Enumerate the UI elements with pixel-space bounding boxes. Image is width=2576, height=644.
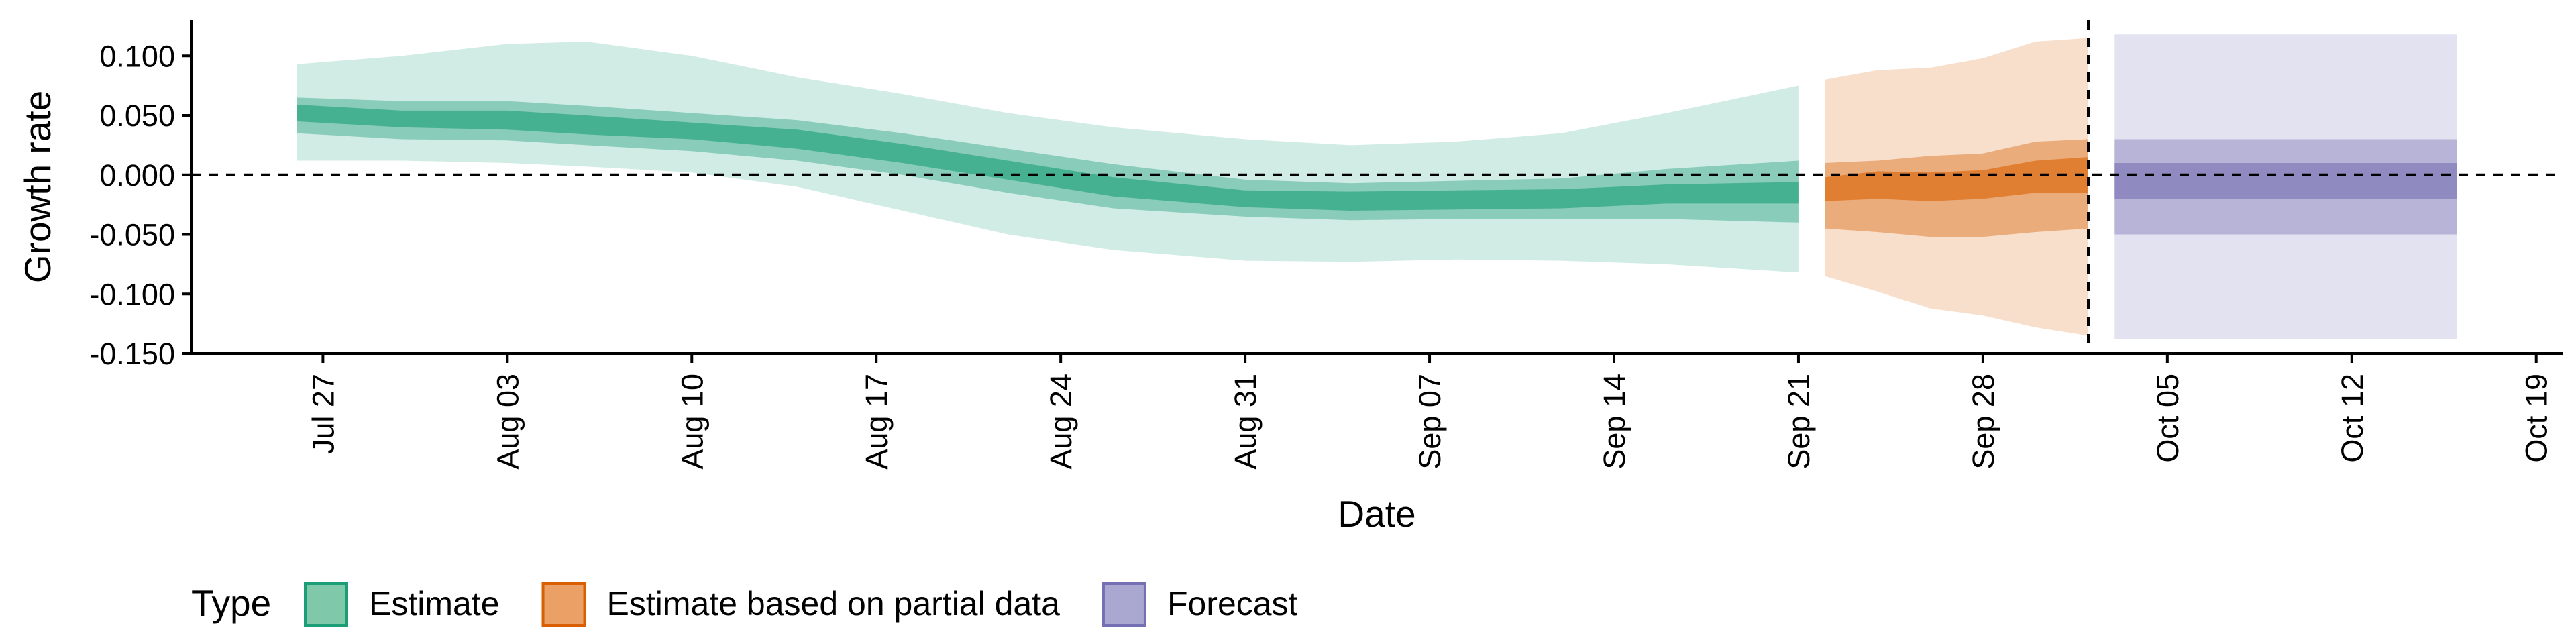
legend-item-estimate-based-on-partial-data: Estimate based on partial data bbox=[541, 582, 1061, 627]
legend-item-estimate: Estimate bbox=[304, 582, 500, 627]
legend-item-forecast: Forecast bbox=[1102, 582, 1298, 627]
legend-label: Estimate based on partial data bbox=[607, 585, 1061, 623]
reference-lines bbox=[191, 20, 2563, 354]
legend-label: Estimate bbox=[369, 585, 500, 623]
legend-swatch bbox=[1102, 582, 1146, 627]
bands-layer bbox=[297, 34, 2457, 339]
x-tick-label: Aug 17 bbox=[859, 374, 894, 470]
legend-label: Forecast bbox=[1167, 585, 1298, 623]
estimate-band-20 bbox=[297, 105, 1799, 211]
x-tick-label: Aug 03 bbox=[490, 374, 525, 470]
legend-swatch bbox=[541, 582, 586, 627]
x-axis-title: Date bbox=[1338, 493, 1415, 535]
axes: -0.150 -0.100 -0.050 0.000 0.050 0.100 Jul 27 A… bbox=[17, 20, 2563, 535]
y-tick-label: -0.150 bbox=[89, 337, 175, 371]
legend-swatch bbox=[304, 582, 348, 627]
y-tick-label: -0.050 bbox=[89, 218, 175, 252]
estimate-band-90 bbox=[297, 42, 1799, 273]
y-axis-title: Growth rate bbox=[17, 91, 58, 283]
series-estimate-based-on-partial-data bbox=[1825, 38, 2088, 336]
x-tick-label: Aug 24 bbox=[1044, 374, 1078, 470]
series-forecast bbox=[2114, 34, 2457, 339]
y-tick-label: 0.000 bbox=[99, 158, 175, 193]
x-tick-label: Oct 19 bbox=[2520, 374, 2554, 463]
x-tick-label: Sep 21 bbox=[1782, 374, 1816, 470]
legend-title: Type bbox=[191, 582, 271, 624]
x-tick-label: Aug 31 bbox=[1228, 374, 1263, 470]
estimate-based-on-partial-data-band-20 bbox=[1825, 157, 2088, 201]
x-tick-label: Aug 10 bbox=[675, 374, 709, 470]
y-tick-label: 0.050 bbox=[99, 99, 175, 133]
forecast-band-20 bbox=[2114, 163, 2457, 199]
series-estimate bbox=[297, 42, 1799, 273]
y-tick-label: -0.100 bbox=[89, 277, 175, 311]
y-tick-label: 0.100 bbox=[99, 39, 175, 73]
x-tick-label: Jul 27 bbox=[306, 374, 340, 454]
legend: Type Estimate Estimate based on partial da… bbox=[191, 582, 1298, 627]
x-tick-label: Oct 12 bbox=[2335, 374, 2369, 463]
x-tick-label: Sep 28 bbox=[1966, 374, 2000, 470]
x-tick-label: Oct 05 bbox=[2151, 374, 2185, 463]
x-tick-label: Sep 14 bbox=[1597, 374, 1631, 470]
x-tick-label: Sep 07 bbox=[1413, 374, 1447, 470]
